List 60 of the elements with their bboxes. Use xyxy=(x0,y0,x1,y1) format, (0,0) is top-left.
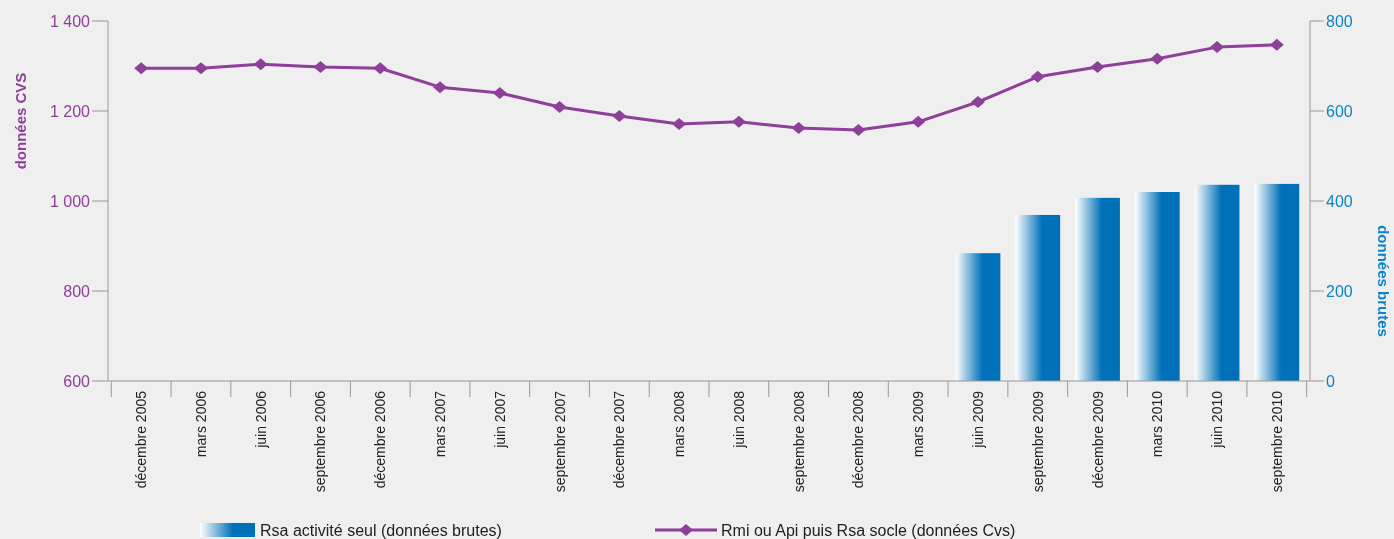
x-tick-label: décembre 2006 xyxy=(372,390,389,489)
bar xyxy=(1194,184,1240,381)
x-tick-label: décembre 2009 xyxy=(1089,390,1106,489)
point xyxy=(970,96,985,108)
point xyxy=(492,87,507,99)
y2-tick-label: 0 xyxy=(1326,372,1335,390)
x-tick-label: juin 2010 xyxy=(1209,390,1226,449)
x-tick-label: mars 2006 xyxy=(192,390,209,458)
point xyxy=(911,115,926,128)
y2-tick-label: 400 xyxy=(1326,192,1353,210)
bar xyxy=(1254,183,1300,381)
point xyxy=(1210,41,1225,54)
y2-tick-label: 800 xyxy=(1326,12,1353,30)
point xyxy=(193,62,208,75)
point xyxy=(313,60,328,73)
x-tick-label: juin 2008 xyxy=(730,390,747,449)
x-tick-label: juin 2009 xyxy=(969,390,986,449)
bar xyxy=(1134,192,1180,381)
point xyxy=(791,122,806,135)
point xyxy=(851,123,866,136)
point xyxy=(433,81,448,94)
x-tick-label: décembre 2005 xyxy=(133,390,150,489)
x-tick-label: septembre 2010 xyxy=(1268,390,1285,493)
x-tick-label: mars 2008 xyxy=(671,390,688,458)
x-tick-label: septembre 2008 xyxy=(790,390,807,493)
x-tick-label: mars 2009 xyxy=(910,390,927,458)
y-tick-label: 800 xyxy=(63,282,91,300)
y2-tick-label: 200 xyxy=(1326,282,1353,300)
point xyxy=(672,118,687,131)
y-tick-label: 1 400 xyxy=(49,12,91,30)
legend-label: Rmi ou Api puis Rsa socle (données Cvs) xyxy=(721,521,1016,539)
point xyxy=(612,109,627,122)
x-tick-label: juin 2006 xyxy=(252,390,269,449)
point xyxy=(1030,70,1045,83)
y2-axis-title: données brutes xyxy=(1375,225,1392,337)
bar xyxy=(1075,197,1120,381)
point xyxy=(1269,38,1284,51)
x-tick-label: septembre 2007 xyxy=(551,390,568,493)
point xyxy=(1150,52,1165,65)
x-tick-label: septembre 2009 xyxy=(1029,390,1046,493)
legend-label: Rsa activité seul (données brutes) xyxy=(260,521,502,539)
point xyxy=(731,115,746,128)
x-tick-label: juin 2007 xyxy=(491,390,508,449)
y-axis-title: données CVS xyxy=(12,72,29,170)
x-tick-label: décembre 2007 xyxy=(611,390,628,489)
bar xyxy=(955,253,1001,381)
x-tick-label: décembre 2008 xyxy=(850,390,867,489)
x-tick-label: mars 2010 xyxy=(1149,390,1166,458)
point xyxy=(373,62,388,75)
point xyxy=(1090,60,1105,73)
x-tick-label: mars 2007 xyxy=(432,390,449,458)
x-tick-label: septembre 2006 xyxy=(312,390,329,493)
point xyxy=(552,100,567,113)
y-tick-label: 1 000 xyxy=(49,192,91,210)
y2-tick-label: 600 xyxy=(1326,102,1353,120)
point xyxy=(134,62,149,75)
bar xyxy=(1015,214,1061,381)
point xyxy=(253,58,268,71)
y-tick-label: 600 xyxy=(63,372,91,390)
y-tick-label: 1 200 xyxy=(49,102,91,120)
